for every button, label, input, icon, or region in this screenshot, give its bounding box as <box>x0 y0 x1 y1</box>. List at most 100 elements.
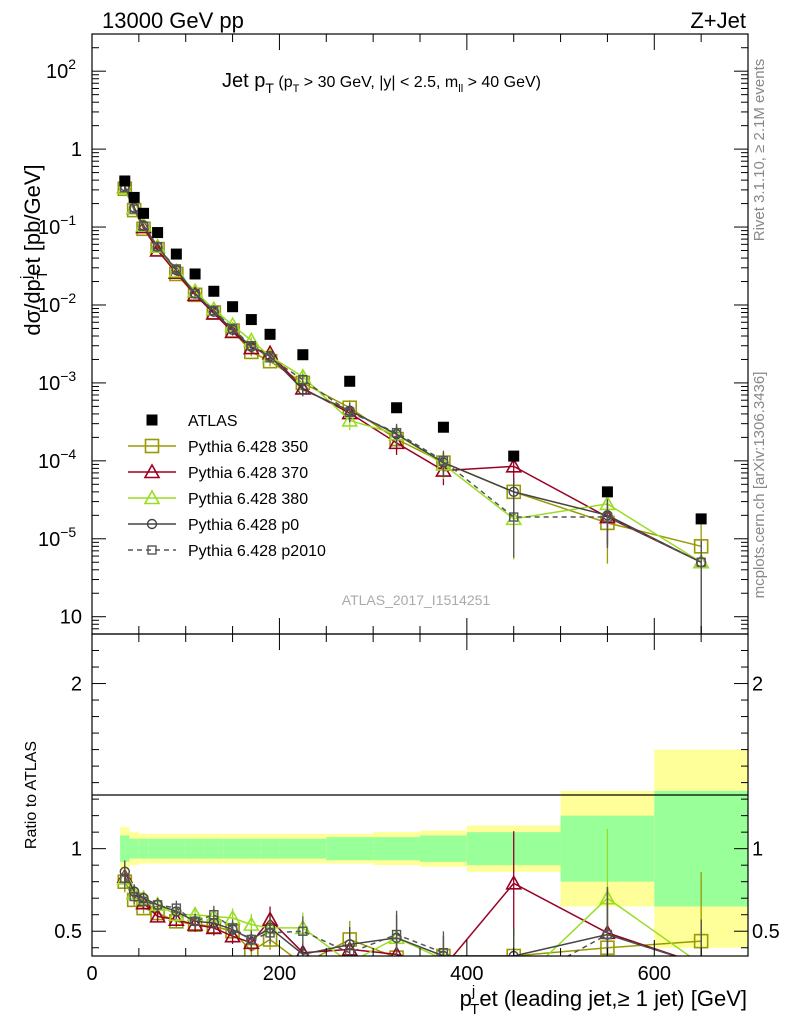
legend-entry: Pythia 6.428 p2010 <box>128 543 326 560</box>
series-1-ratio-point <box>436 961 450 974</box>
band-inner-bin <box>373 837 420 861</box>
series-4-ratio-point <box>129 891 139 902</box>
series-1-point <box>505 457 523 473</box>
atlas-data-point <box>437 421 449 433</box>
band-inner-bin <box>241 838 261 859</box>
series-4-ratio-point <box>391 929 402 940</box>
series-4-ratio-point <box>171 903 182 913</box>
atlas-data-point <box>128 191 140 203</box>
title-cond-a-sub: T <box>293 83 300 95</box>
series-4-ratio-point <box>602 929 613 940</box>
series-4-point <box>138 221 149 232</box>
series-4-ratio-point <box>438 947 449 956</box>
title-cond-a: (p <box>274 74 293 91</box>
legend-label: ATLAS <box>188 413 238 430</box>
series-4-point <box>171 264 182 274</box>
series-1-point <box>388 434 405 450</box>
band-inner-bin <box>326 837 374 861</box>
legend-label: Pythia 6.428 350 <box>188 439 308 456</box>
series-4-point <box>209 305 219 316</box>
atlas-data-point <box>264 328 276 340</box>
main-y-tick-label: 10−5 <box>38 524 76 551</box>
atlas-data-point <box>170 248 182 260</box>
band-inner-bin <box>129 838 139 859</box>
series-4-point <box>391 427 402 438</box>
ratio-y-tick-label: 0.5 <box>54 921 82 943</box>
series-4-point <box>246 341 257 351</box>
atlas-data-point <box>695 513 707 525</box>
main-y-tick-label: 102 <box>46 56 76 83</box>
atlas-data-point <box>227 301 239 313</box>
band-inner-bin <box>420 835 467 862</box>
ratio-y-tick-label-right: 1 <box>752 839 763 861</box>
legend-marker <box>146 518 158 530</box>
main-y-label-b: et [pb/GeV] <box>20 164 45 275</box>
series-4-point <box>345 407 355 417</box>
header-right: Z+Jet <box>690 8 746 33</box>
legend-entry: Pythia 6.428 370 <box>128 463 308 482</box>
main-y-tick-label: 10−3 <box>38 368 76 395</box>
mcplots-label: mcplots.cern.ch [arXiv:1306.3436] <box>751 372 768 599</box>
series-4-ratio-point <box>265 928 275 938</box>
x-label-a: p <box>460 986 472 1011</box>
series-4-ratio-point <box>227 923 238 933</box>
x-axis-label: pj Tet (leading jet,≥ 1 jet) [GeV] <box>460 983 747 1018</box>
ratio-y-tick-label: 1 <box>71 839 82 861</box>
legend-label: Pythia 6.428 p2010 <box>188 543 326 560</box>
main-series-group <box>116 178 710 634</box>
main-y-label-a: dσ/dp <box>20 279 45 335</box>
rivet-label: Rivet 3.1.10, ≥ 2.1M events <box>751 59 768 242</box>
main-y-axis-label: dσ/dpTjet [pb/GeV] <box>18 164 51 335</box>
series-4-point <box>227 323 238 334</box>
atlas-data-point <box>119 175 131 187</box>
atlas-data-point <box>152 227 164 239</box>
atlas-data-point <box>208 285 220 297</box>
legend: ATLAS Pythia 6.428 350 Pythia 6.428 370 Pyt… <box>128 413 326 560</box>
legend-marker <box>143 463 161 479</box>
atlas-data-point <box>601 486 613 498</box>
band-inner-bin <box>204 838 224 859</box>
series-4-ratio-point <box>345 947 355 956</box>
main-y-tick-label: 10−4 <box>38 446 76 473</box>
title-main: Jet p <box>222 70 265 92</box>
band-inner-bin <box>185 838 205 859</box>
header-left: 13000 GeV pp <box>102 8 244 33</box>
series-3-ratio-point <box>697 960 706 969</box>
series-4-point <box>190 288 200 299</box>
series-1-ratio-point <box>205 919 223 935</box>
legend-marker <box>144 438 160 454</box>
series-4-ratio-point <box>246 934 257 945</box>
ratio-y-axis-label: Ratio to ATLAS <box>23 741 40 849</box>
x-label-sup: j <box>471 983 475 1000</box>
main-y-tick-label: 10−2 <box>38 290 76 317</box>
series-1-ratio-point <box>700 955 702 956</box>
series-4-point <box>265 353 275 363</box>
series-4-point <box>696 557 706 567</box>
legend-marker <box>146 414 158 426</box>
series-4-ratio-point <box>120 873 130 884</box>
band-inner-bin <box>223 838 242 859</box>
band-inner-bin <box>166 838 186 859</box>
ratio-y-tick-label: 2 <box>71 674 82 696</box>
x-label-b: et (leading jet,≥ 1 jet) [GeV] <box>479 986 747 1011</box>
atlas-data-point <box>138 207 150 219</box>
series-4-point <box>298 374 308 385</box>
legend-label: Pythia 6.428 370 <box>188 465 308 482</box>
series-1-ratio-point <box>167 911 185 926</box>
series-4-ratio-point <box>190 916 200 927</box>
atlas-data-point <box>245 314 257 326</box>
data-points-group <box>119 175 707 525</box>
series-2-ratio-point <box>348 953 351 956</box>
legend-entry: Pythia 6.428 350 <box>128 438 308 456</box>
band-inner-bin <box>120 835 130 862</box>
atlas-data-point <box>508 450 520 462</box>
x-label-sub: T <box>470 1001 479 1018</box>
series-4-point <box>509 512 519 522</box>
series-2-ratio-point <box>242 915 260 931</box>
series-1-ratio-point <box>224 927 241 943</box>
series-1-ratio-point <box>505 874 523 890</box>
series-3-point <box>508 486 519 498</box>
band-inner-bin <box>138 838 149 859</box>
title-cond-c: > 40 GeV) <box>463 74 541 91</box>
